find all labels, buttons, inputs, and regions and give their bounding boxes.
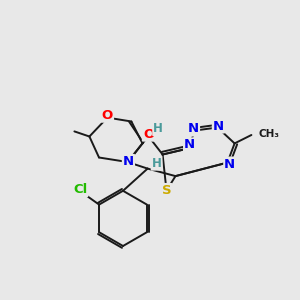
Text: N: N xyxy=(224,158,236,171)
Text: O: O xyxy=(143,128,154,141)
Text: Cl: Cl xyxy=(73,183,87,196)
Text: N: N xyxy=(213,119,224,133)
Text: S: S xyxy=(162,184,171,197)
Text: N: N xyxy=(188,122,199,136)
Text: N: N xyxy=(184,138,195,152)
Text: H: H xyxy=(152,157,161,170)
Text: H: H xyxy=(153,122,163,135)
Text: N: N xyxy=(123,155,134,168)
Text: O: O xyxy=(102,109,113,122)
Text: CH₃: CH₃ xyxy=(258,129,279,140)
